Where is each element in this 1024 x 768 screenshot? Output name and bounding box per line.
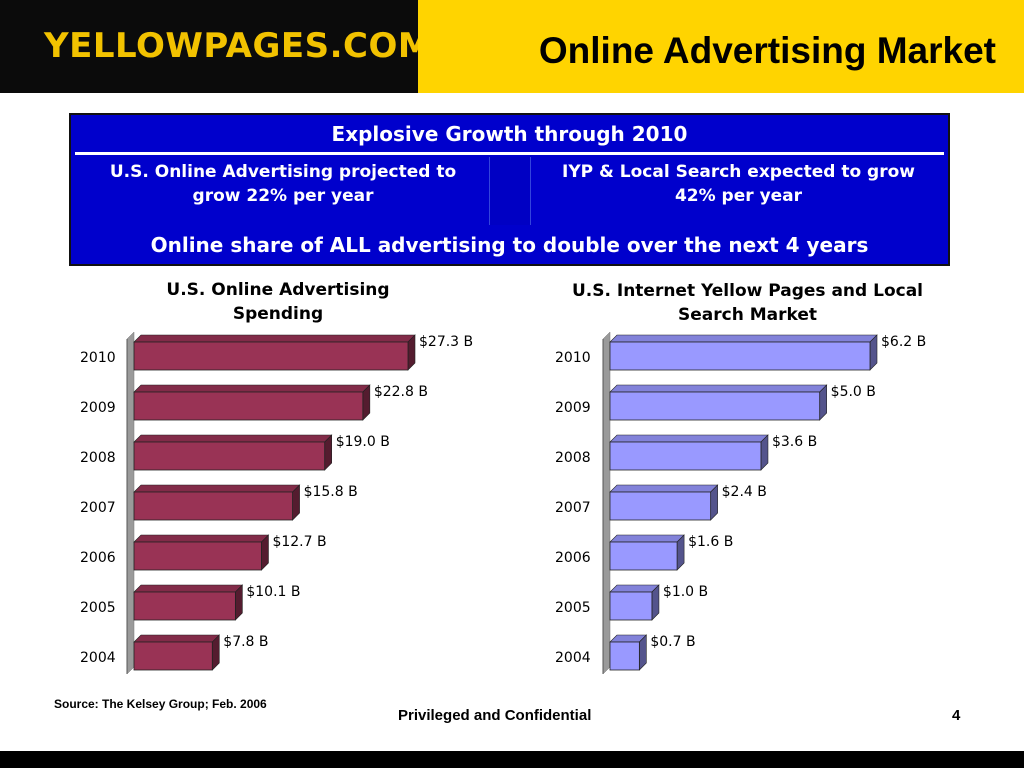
page-number: 4 (952, 707, 961, 724)
data-label: $1.6 B (688, 534, 733, 550)
bar-top-face (133, 634, 221, 643)
bar-top-face (133, 434, 333, 443)
banner-bottom-text: Online share of ALL advertising to doubl… (150, 233, 869, 257)
bar-top-face (609, 384, 828, 393)
data-label: $12.7 B (272, 534, 326, 550)
data-label: $7.8 B (223, 634, 268, 650)
data-label: $1.0 B (663, 584, 708, 600)
source-note: Source: The Kelsey Group; Feb. 2006 (54, 697, 267, 711)
header-title-area: Online Advertising Market (418, 0, 1024, 93)
category-label: 2008 (80, 450, 116, 466)
bar-top-face (609, 534, 685, 543)
chart-axis-wall (602, 331, 611, 675)
slide-title: Online Advertising Market (538, 30, 996, 71)
bar-top-face (133, 584, 244, 593)
growth-banner: Explosive Growth through 2010 U.S. Onlin… (69, 113, 950, 266)
bar-top-face (609, 584, 660, 593)
yellowpages-logo: YELLOWPAGES.COM™ (44, 26, 443, 66)
bar (609, 491, 712, 521)
footer-bar (0, 751, 1024, 768)
chart-title-iyp-market: U.S. Internet Yellow Pages and Local Sea… (571, 281, 924, 325)
bar (609, 641, 640, 671)
data-label: $27.3 B (419, 334, 473, 350)
banner-column-divider (489, 157, 531, 225)
category-label: 2009 (555, 400, 591, 416)
category-label: 2007 (555, 500, 591, 516)
data-label: $6.2 B (881, 334, 926, 350)
bar (609, 391, 821, 421)
banner-divider-line (75, 152, 944, 155)
bar (133, 441, 326, 471)
bar (609, 441, 762, 471)
bar-top-face (609, 334, 878, 343)
category-label: 2004 (555, 650, 591, 666)
bar (133, 591, 236, 621)
bar-top-face (133, 334, 416, 343)
bar-top-face (133, 484, 301, 493)
bar (133, 341, 409, 371)
bar (609, 591, 653, 621)
bar (133, 391, 364, 421)
footer-confidential: Privileged and Confidential (398, 707, 592, 724)
data-label: $10.1 B (246, 584, 300, 600)
category-label: 2005 (555, 600, 591, 616)
bar-top-face (133, 534, 270, 543)
banner-right-text: IYP & Local Search expected to grow 42% … (562, 162, 915, 206)
category-label: 2006 (555, 550, 591, 566)
banner-title: Explosive Growth through 2010 (331, 122, 688, 146)
category-label: 2010 (555, 350, 591, 366)
bar-top-face (133, 384, 371, 393)
category-label: 2004 (80, 650, 116, 666)
category-label: 2008 (555, 450, 591, 466)
bar (133, 641, 213, 671)
header-logo-area: YELLOWPAGES.COM™ (0, 0, 442, 93)
data-label: $5.0 B (831, 384, 876, 400)
data-label: $3.6 B (772, 434, 817, 450)
category-label: 2007 (80, 500, 116, 516)
chart-axis-wall (126, 331, 135, 675)
category-label: 2010 (80, 350, 116, 366)
bar-top-face (609, 484, 719, 493)
bar-top-face (609, 434, 769, 443)
data-label: $22.8 B (374, 384, 428, 400)
bar (133, 541, 262, 571)
bar (609, 541, 678, 571)
category-label: 2005 (80, 600, 116, 616)
category-label: 2006 (80, 550, 116, 566)
data-label: $15.8 B (304, 484, 358, 500)
bar (133, 491, 293, 521)
category-label: 2009 (80, 400, 116, 416)
banner-left-text: U.S. Online Advertising projected to gro… (109, 162, 457, 206)
bar (609, 341, 871, 371)
data-label: $19.0 B (336, 434, 390, 450)
data-label: $2.4 B (722, 484, 767, 500)
chart-title-online-spending: U.S. Online Advertising Spending (166, 280, 390, 324)
logo-text: YELLOWPAGES.COM (44, 26, 433, 66)
data-label: $0.7 B (650, 634, 695, 650)
